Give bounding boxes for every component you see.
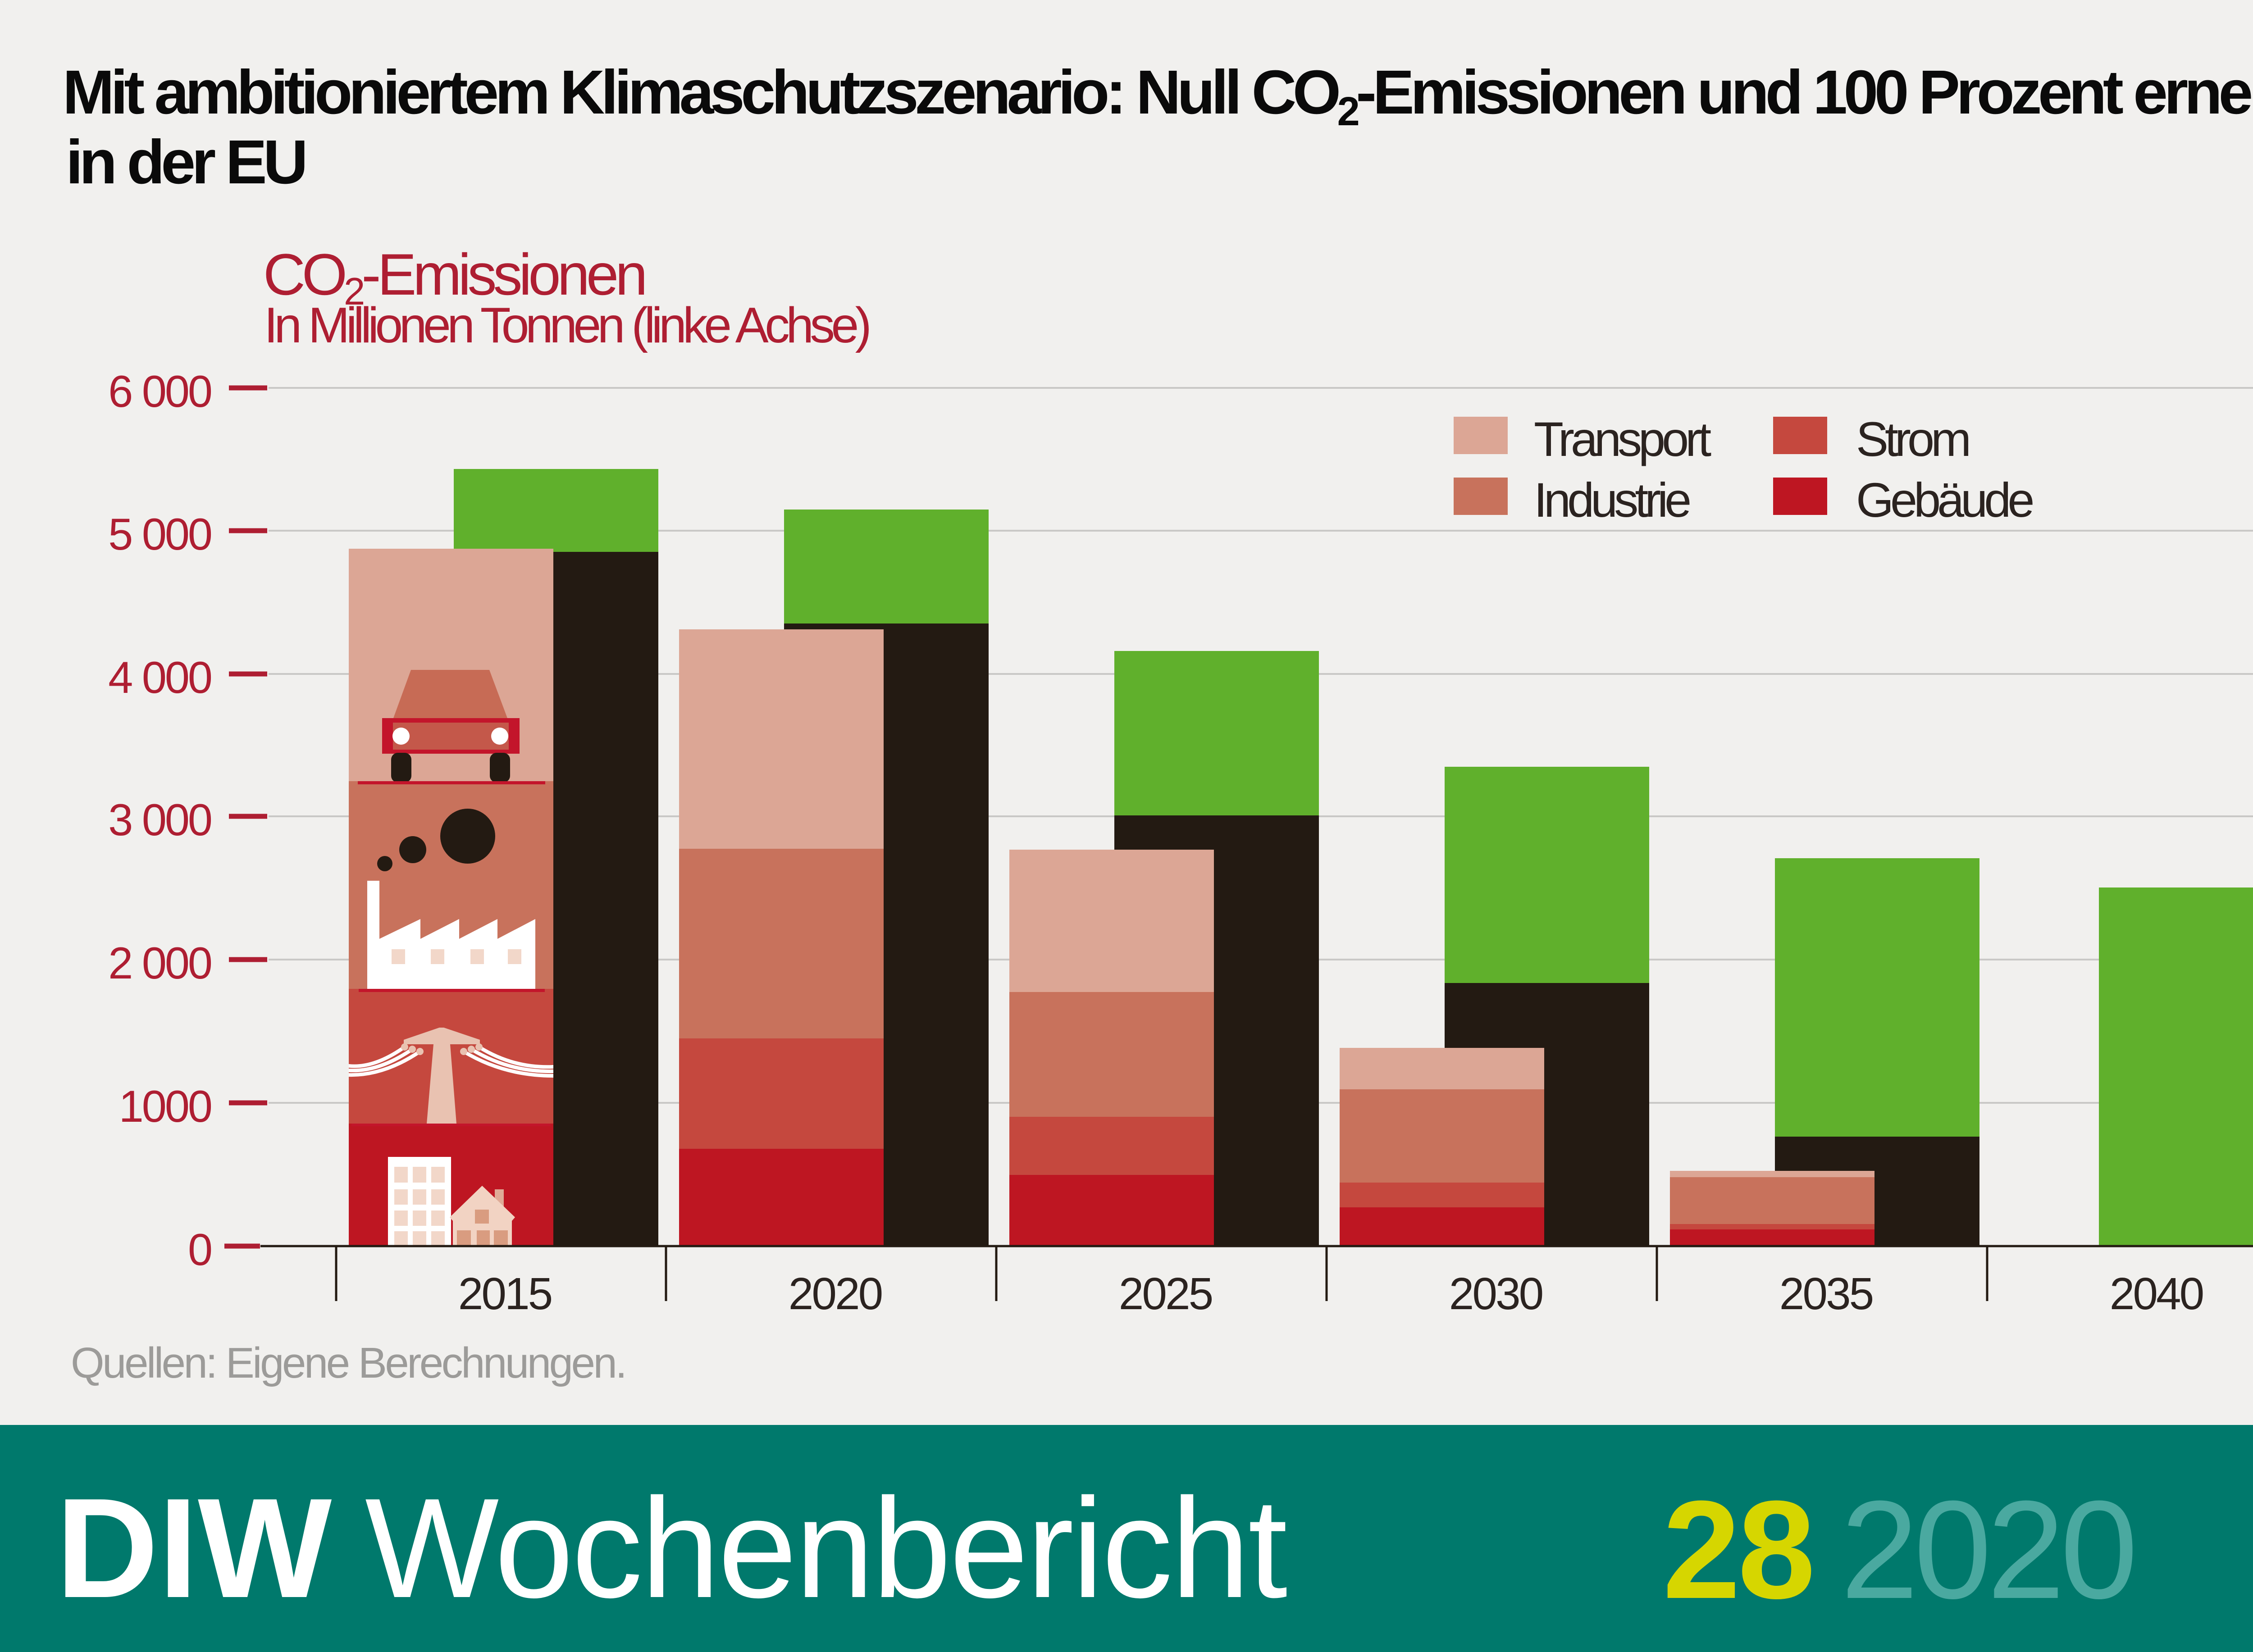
svg-text:Mit ambitioniertem Klimaschutz: Mit ambitioniertem Klimaschutzszenario: …: [63, 58, 2253, 134]
svg-text:Strom: Strom: [1856, 412, 1968, 466]
svg-text:Gebäude: Gebäude: [1856, 473, 2033, 527]
svg-text:2015: 2015: [458, 1269, 552, 1319]
svg-text:2025: 2025: [1119, 1269, 1212, 1319]
svg-text:5 000: 5 000: [108, 509, 211, 559]
svg-text:1000: 1000: [119, 1081, 211, 1131]
svg-text:Wochenbericht: Wochenbericht: [365, 1469, 1288, 1627]
svg-text:Industrie: Industrie: [1534, 473, 1690, 527]
svg-text:28: 28: [1663, 1471, 1813, 1628]
svg-text:In Millionen Tonnen (linke Ach: In Millionen Tonnen (linke Achse): [264, 297, 869, 353]
svg-text:2020: 2020: [1841, 1471, 2134, 1628]
svg-text:Quellen: Eigene Berechnungen.: Quellen: Eigene Berechnungen.: [71, 1339, 625, 1387]
svg-text:DIW: DIW: [56, 1469, 333, 1627]
svg-text:2030: 2030: [1449, 1269, 1542, 1319]
svg-text:Transport: Transport: [1534, 412, 1711, 466]
svg-text:2040: 2040: [2110, 1269, 2203, 1319]
svg-text:2020: 2020: [789, 1269, 882, 1319]
svg-text:CO2-Emissionen: CO2-Emissionen: [263, 241, 644, 313]
svg-text:in der EU: in der EU: [66, 127, 305, 197]
svg-text:2035: 2035: [1779, 1269, 1873, 1319]
svg-text:0: 0: [188, 1224, 211, 1274]
svg-text:3 000: 3 000: [108, 795, 211, 845]
svg-text:2 000: 2 000: [108, 938, 211, 988]
svg-text:4 000: 4 000: [108, 652, 211, 702]
svg-text:6 000: 6 000: [108, 366, 211, 416]
